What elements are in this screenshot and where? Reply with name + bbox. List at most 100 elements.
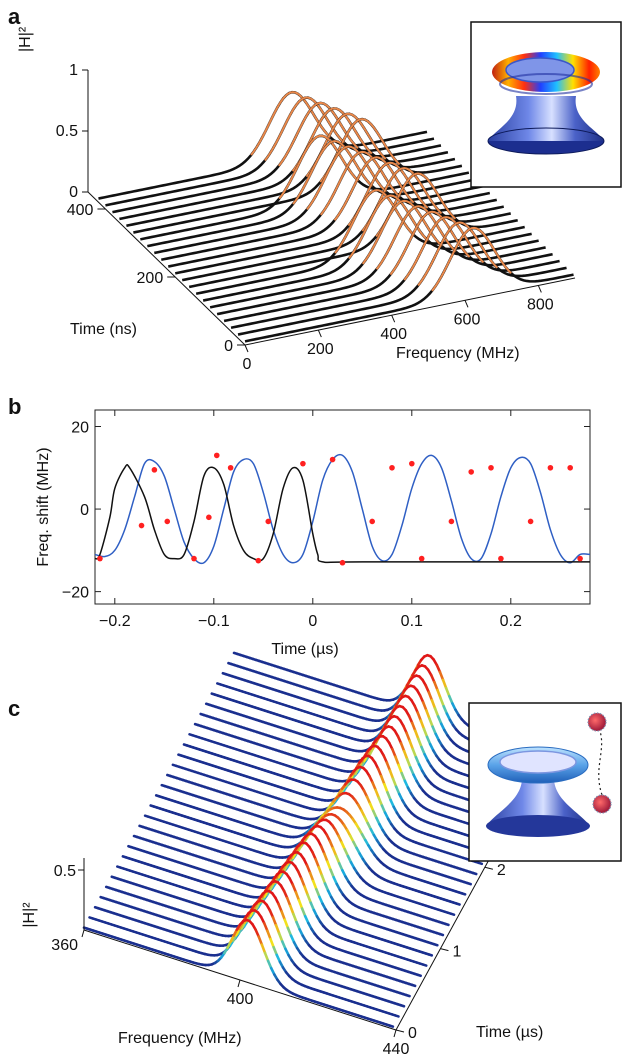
panel-a-peak-highlight [389,210,471,276]
panel-b-y-tick-label: 0 [80,502,89,519]
panel-c-trace-segment [291,883,298,894]
panel-a-peak-highlight [334,189,415,254]
panel-a-freq-tick [464,300,469,308]
panel-c-trace-segment [444,686,451,698]
panel-a-freq-tick-label: 0 [243,356,252,373]
panel-a-freq-tick-label: 200 [307,341,334,358]
panel-c-trace-segment [405,993,411,998]
panel-c-trace-segment [368,802,375,813]
panel-c-trace-segment [314,857,321,869]
panel-b-red-marker [329,456,336,463]
panel-a-trace [119,107,449,221]
panel-c-trace-segment [409,766,415,776]
panel-b-y-tick-label: −20 [62,585,89,602]
panel-c-trace-segment [391,747,397,759]
panel-b-red-marker [265,518,272,525]
panel-b-red-marker [577,555,583,562]
panel-c-trace-segment [394,755,400,767]
panel-a-trace [112,101,442,214]
panel-c-freq-tick-label: 360 [51,937,78,954]
panel-c-trace-segment [371,781,377,792]
panel-a-peak-highlight [431,226,512,292]
panel-c-trace-segment [257,935,264,946]
panel-c-trace-segment [277,932,284,943]
panel-c-trace-segment [334,854,341,865]
panel-c-trace-segment [427,953,434,957]
panel-c-trace-segment [388,769,395,781]
panel-c-trace-segment [309,901,316,912]
panel-b-red-marker [151,467,158,473]
panel-c-trace-segment [430,698,437,710]
panel-c-trace-segment [266,959,273,970]
panel-b-red-marker [255,557,262,564]
panel-c-trace-segment [405,731,412,743]
panel-c-trace-segment [420,745,426,756]
panel-a-inset [470,21,622,188]
panel-b-red-marker [164,518,171,525]
panel-a-z-tick-label: 0 [69,184,78,201]
panel-c-trace-segment [266,929,272,941]
panel-b-red-marker [97,555,103,562]
panel-c-trace-segment [414,755,421,766]
panel-c-freq-tick-label: 400 [227,991,254,1008]
panel-a-peak-highlight [306,145,387,211]
panel-c-trace-segment [317,865,324,877]
panel-c-trace-segment [385,761,392,772]
panel-c-trace-segment [326,860,332,871]
panel-c-ylabel: Time (µs) [476,1024,543,1041]
panel-c-trace-segment [408,739,415,751]
panel-b-x-tick-label: 0.2 [500,613,522,630]
panel-b-red-marker [527,518,534,525]
panel-a-time-tick-label: 400 [67,202,94,219]
panel-c-trace-segment [427,690,434,702]
panel-a-freq-tick [537,285,542,293]
panel-c-trace-segment [460,892,467,896]
panel-c-trace-segment [271,915,278,927]
panel-c-trace-segment [449,912,456,916]
panel-c-trace-segment [272,945,279,957]
panel-c-trace-segment [262,922,269,933]
panel-c-trace-segment [466,881,472,886]
panel-c-trace-segment [431,725,438,736]
panel-c-trace-segment [281,940,287,951]
panel-c-trace-segment [388,1024,395,1028]
panel-a-trace [230,215,560,330]
panel-c-trace-segment [416,973,422,978]
panel-a-trace [174,161,505,275]
panel-c-trace-segment [436,715,443,726]
panel-a-peak-highlight [292,140,373,205]
panel-b-series [94,452,591,566]
panel-c-trace-segment [386,791,392,802]
panel-c-trace-segment [416,711,423,722]
panel-c-trace-segment [433,680,439,692]
panel-c-trace-segment [274,923,281,935]
panel-c-trace-segment [379,774,386,786]
panel-c-trace-segment [444,922,450,927]
panel-c-trace-segment [397,763,404,775]
panel-a-xlabel: Frequency (MHz) [396,345,520,362]
panel-c-trace-segment [277,902,283,913]
panel-c-trace-segment [311,879,318,891]
panel-b-red-marker [300,460,306,467]
panel-c-trace-segment [471,871,478,876]
panel-b-x-tick-label: −0.2 [99,613,131,630]
panel-b-ylabel: Freq. shift (MHz) [35,447,52,566]
panel-b-chart: −0.2 −0.1 0 0.1 0.2 −20 0 20 [62,409,591,630]
panel-c-trace-segment [422,727,429,739]
panel-b-red-marker [389,464,395,471]
panel-c-trace-segment [433,707,440,718]
panel-c-trace-segment [417,737,423,749]
panel-b-x-tick-label: −0.1 [198,613,230,630]
panel-c-trace-segment [320,874,327,885]
panel-a-peak-highlight [361,199,443,265]
panel-c-trace-segment [428,717,434,728]
panel-b-red-marker [418,555,425,562]
panel-c-zlabel: |H|² [21,902,38,928]
panel-c-trace-segment [300,877,306,888]
panel-b-red-marker [547,464,554,471]
panel-label-b: b [8,394,21,419]
panel-c-trace-segment [323,882,330,893]
panel-b-red-marker [339,559,346,566]
panel-b-black-series [94,463,590,564]
